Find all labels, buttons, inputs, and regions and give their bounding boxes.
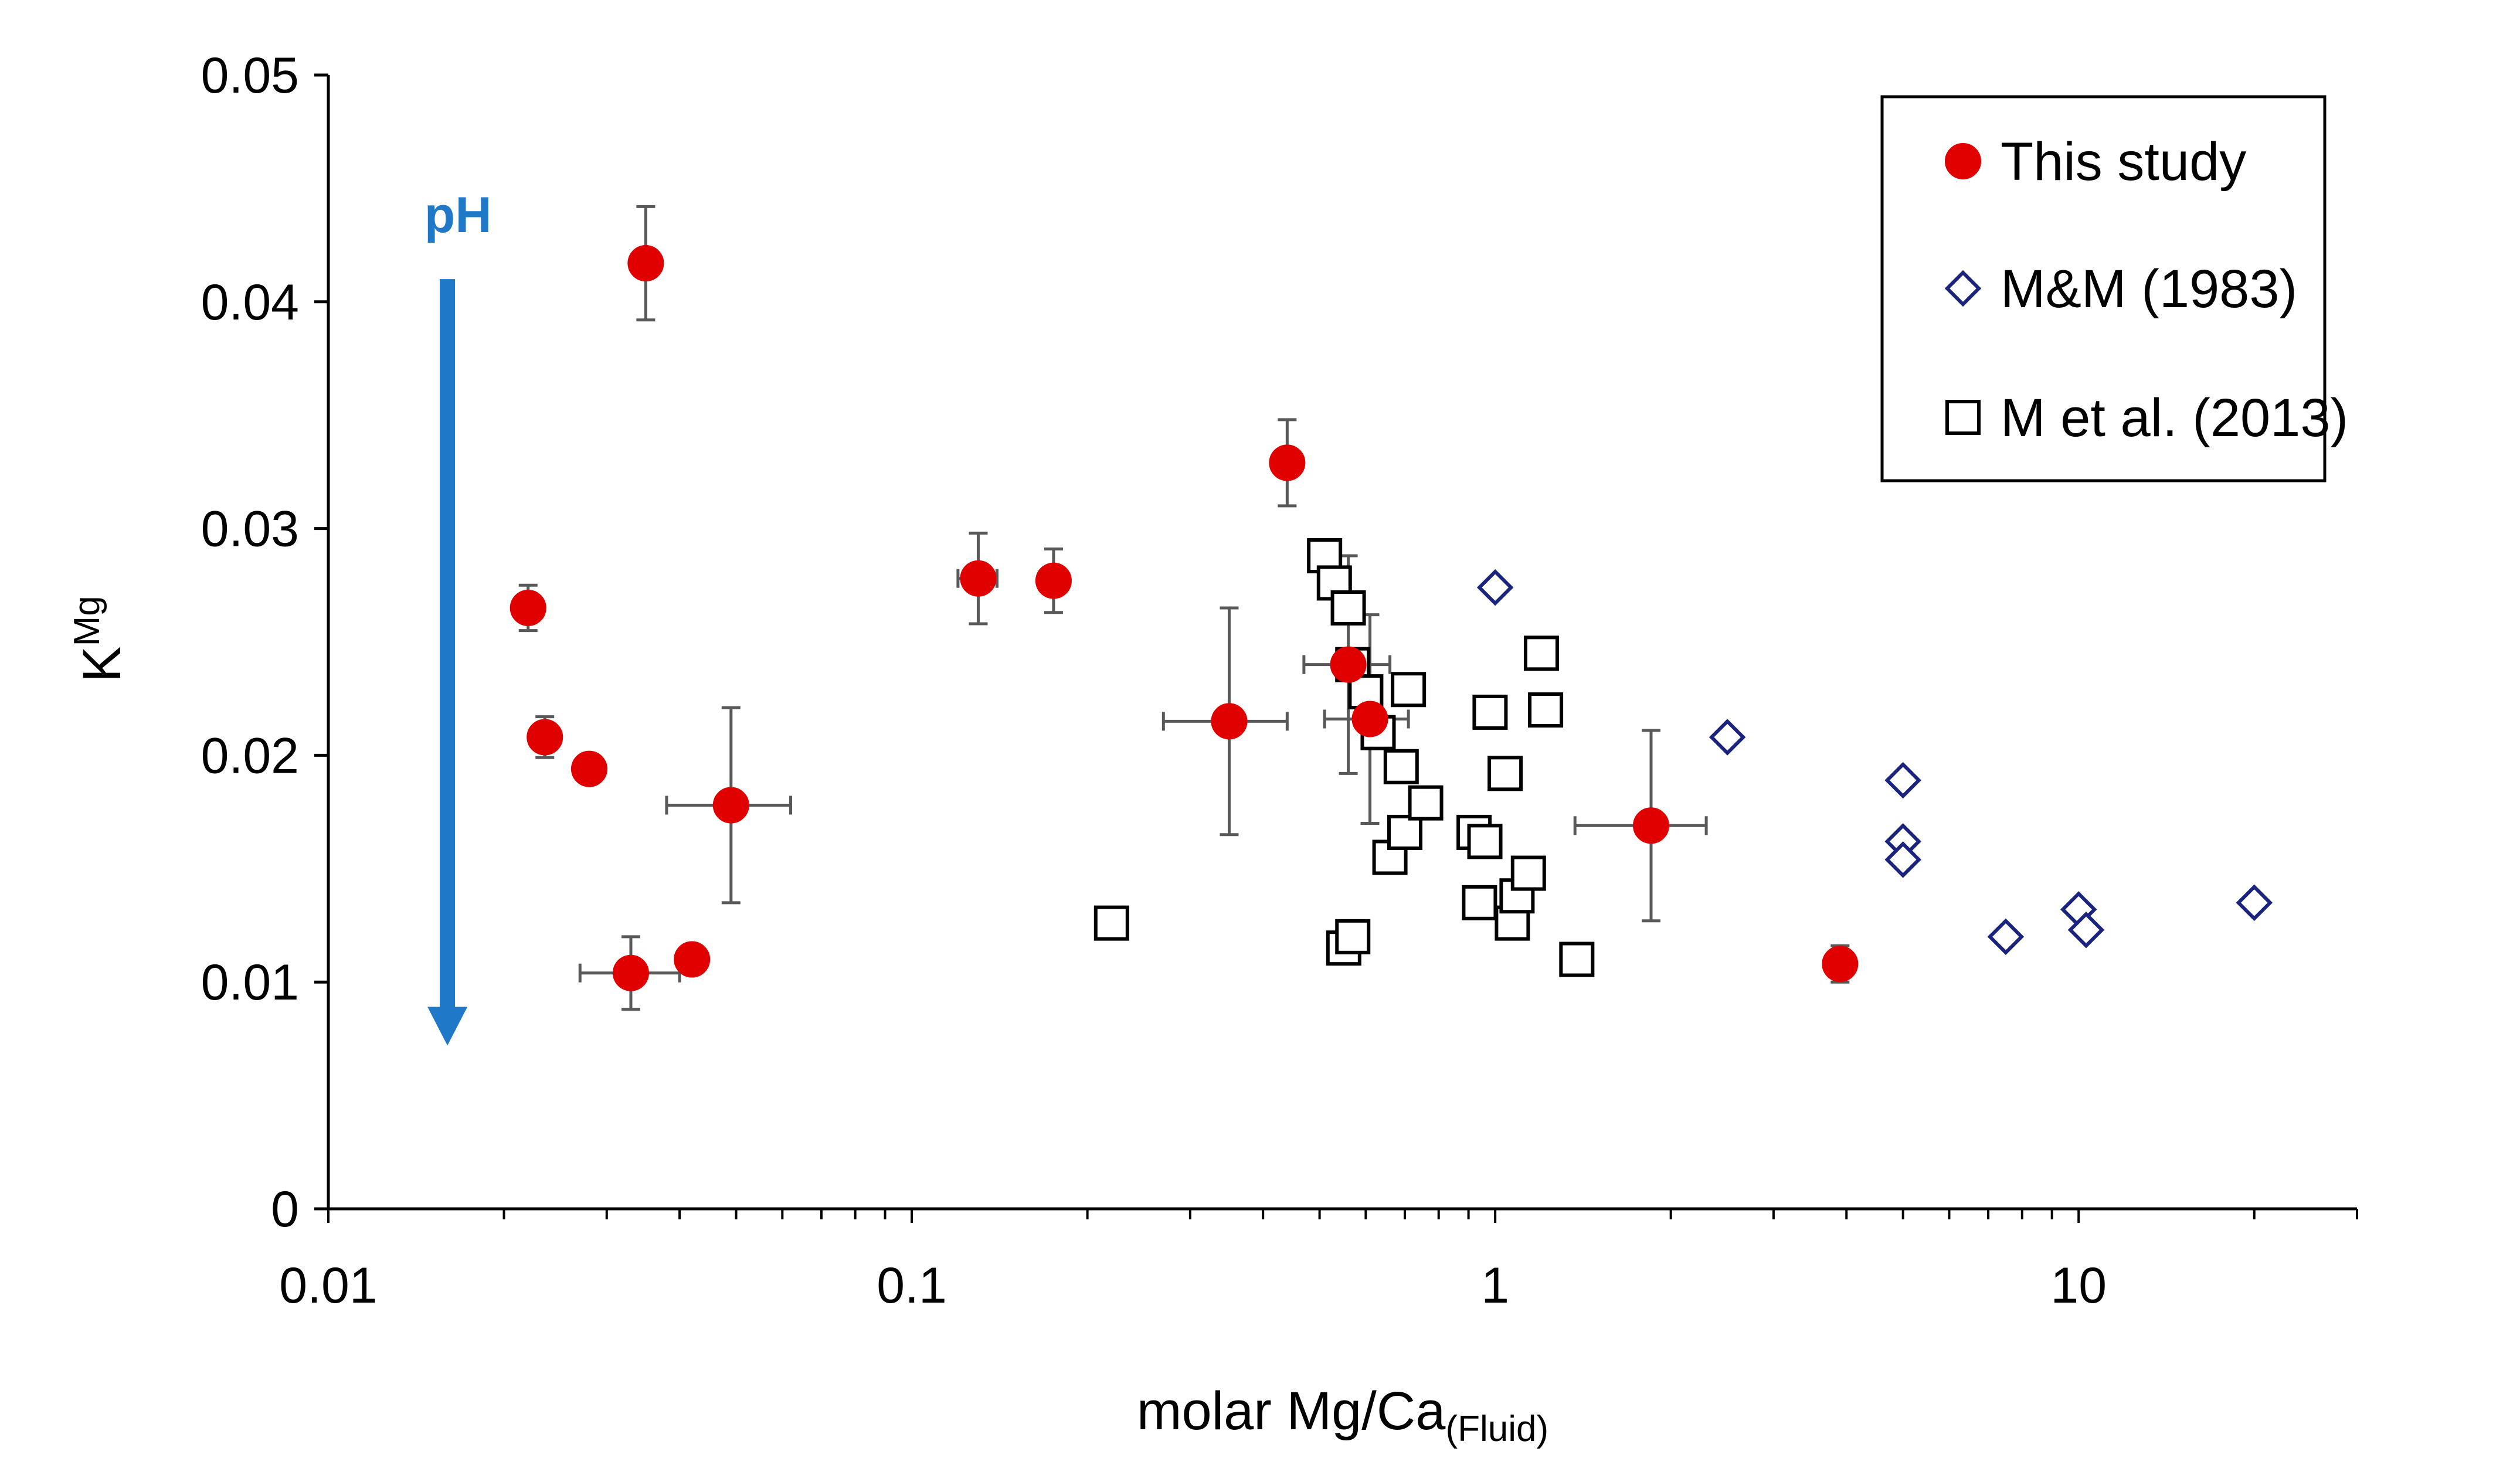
m-2013-point (1523, 635, 1559, 671)
this-study-point (1330, 646, 1367, 683)
m-2013-point (1467, 824, 1503, 859)
legend-marker-1 (1945, 143, 1981, 179)
this-study-point (1822, 946, 1859, 983)
this-study-point (674, 941, 711, 978)
this-study-point (527, 719, 563, 756)
m-2013-point (1335, 919, 1371, 954)
x-tick-label: 10 (2050, 1257, 2107, 1314)
axes (327, 75, 2357, 1211)
m-2013-point (1387, 814, 1423, 850)
m-2013-point (1330, 590, 1366, 626)
y-ticks: 0 0.01 0.02 0.03 0.04 0.05 (201, 47, 328, 1238)
mm-1983-point (1987, 918, 2025, 956)
ph-label: pH (424, 187, 492, 243)
legend-marker-3 (1945, 400, 1981, 435)
mm-1983-point (2067, 911, 2105, 949)
mm-1983-point (1476, 569, 1514, 606)
y-axis-title-superscript: Mg (67, 596, 107, 646)
this-study-point (1211, 703, 1248, 740)
this-study-point (960, 560, 997, 597)
m-2013-point (1093, 905, 1129, 941)
mm-1983-point (1884, 841, 1921, 878)
y-tick-label: 0.04 (201, 274, 299, 331)
legend-label-1: This study (2001, 132, 2246, 192)
this-study-point (1035, 562, 1072, 599)
m-2013-point (1391, 672, 1427, 708)
m-2013-point (1559, 941, 1595, 977)
y-tick-label: 0 (271, 1181, 299, 1238)
legend-label-3: M et al. (2013) (2001, 388, 2348, 448)
mm-1983-point (1709, 719, 1746, 756)
x-axis-title-subscript: (Fluid) (1445, 1409, 1548, 1449)
y-tick-label: 0.05 (201, 47, 299, 104)
y-axis-title-main: K (72, 646, 132, 682)
y-tick-label: 0.01 (201, 954, 299, 1011)
m-2013-point (1408, 785, 1444, 821)
m-2013-point (1462, 885, 1497, 920)
legend-marker-2 (1944, 270, 1982, 307)
x-ticks: 0.01 0.1 1 10 (279, 1209, 2358, 1314)
m-2013-point (1499, 878, 1535, 914)
data-markers (510, 245, 2273, 991)
this-study-point (1269, 444, 1306, 481)
y-axis-title: KMg (67, 596, 132, 682)
m-2013-point (1528, 692, 1564, 728)
this-study-point (627, 245, 664, 282)
mm-1983-point (2236, 884, 2273, 922)
y-tick-label: 0.02 (201, 728, 299, 784)
this-study-point (1351, 701, 1388, 737)
ph-annotation: pH (424, 187, 492, 1046)
x-tick-label: 0.1 (877, 1257, 947, 1314)
m-2013-point (1510, 855, 1546, 891)
x-tick-label: 0.01 (279, 1257, 377, 1314)
ph-arrow-head (427, 1007, 468, 1046)
legend-items: This study M&M (1983) M et al. (2013) (1944, 132, 2348, 448)
mm-1983-point (1884, 762, 1921, 799)
x-axis-title: molar Mg/Ca(Fluid) (1137, 1381, 1548, 1449)
this-study-point (712, 787, 749, 824)
this-study-point (570, 750, 607, 787)
x-tick-label: 1 (1481, 1257, 1509, 1314)
legend-label-2: M&M (1983) (2001, 259, 2297, 319)
m-2013-point (1383, 749, 1419, 784)
x-axis-title-main: molar Mg/Ca (1137, 1381, 1446, 1441)
legend: This study M&M (1983) M et al. (2013) (1880, 95, 2348, 482)
this-study-point (1633, 807, 1670, 844)
m-2013-point (1472, 694, 1508, 730)
m-2013-point (1487, 756, 1523, 791)
y-tick-label: 0.03 (201, 501, 299, 558)
this-study-point (612, 954, 649, 991)
this-study-point (510, 589, 546, 626)
